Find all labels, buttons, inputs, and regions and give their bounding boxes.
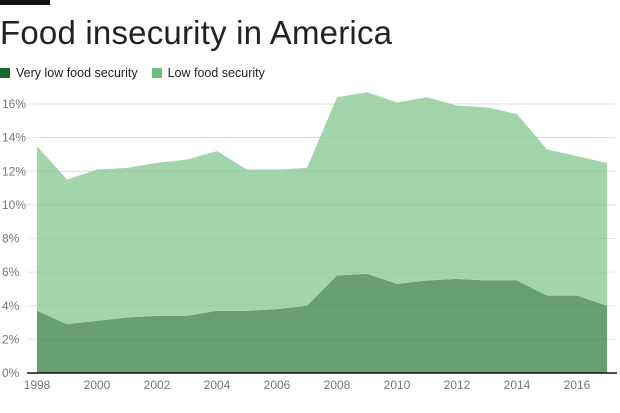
y-tick-label: 0% [2,366,20,380]
legend-swatch-low [151,68,162,78]
chart-title: Food insecurity in America [0,14,393,51]
legend-item-low: Low food security [151,66,265,80]
x-tick-label: 2010 [384,378,411,392]
x-tick-label: 2016 [564,378,591,392]
y-tick-label: 14% [2,131,26,145]
x-tick-label: 2008 [324,378,351,392]
x-tick-label: 2006 [264,378,291,392]
x-tick-label: 2004 [204,378,231,392]
legend: Very low food security Low food security [0,66,273,80]
header-accent-bar [0,0,50,5]
legend-label-low: Low food security [167,66,265,80]
legend-item-very-low: Very low food security [0,66,138,80]
y-tick-label: 2% [2,332,20,346]
x-tick-label: 2000 [84,378,111,392]
y-tick-label: 4% [2,299,20,313]
y-tick-label: 12% [2,164,26,178]
y-tick-label: 8% [2,232,20,246]
area-low-food-security [37,92,607,325]
y-tick-label: 6% [2,265,20,279]
x-tick-label: 1998 [24,378,51,392]
y-tick-label: 16% [2,97,26,111]
legend-swatch-very-low [0,68,10,78]
x-tick-label: 2014 [504,378,531,392]
x-tick-label: 2002 [144,378,171,392]
legend-label-very-low: Very low food security [16,66,138,80]
area-very-low-food-security [37,273,607,373]
y-tick-label: 10% [2,198,26,212]
x-tick-label: 2012 [444,378,471,392]
